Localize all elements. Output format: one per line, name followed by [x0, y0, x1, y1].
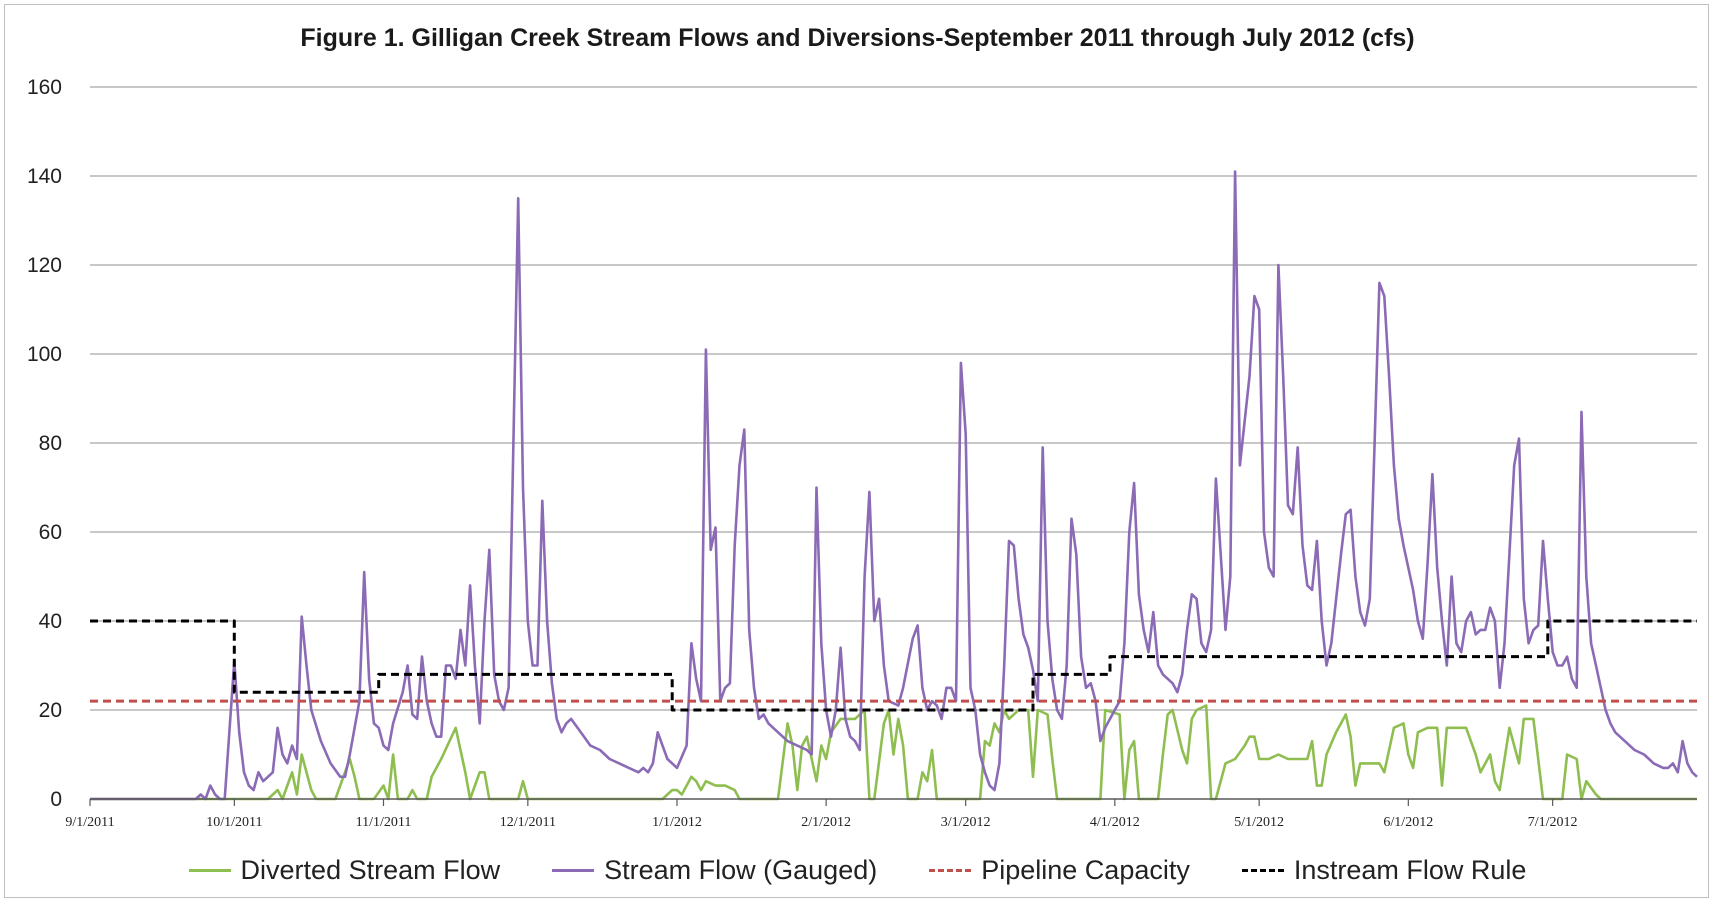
x-tick-label: 9/1/2011	[65, 815, 114, 830]
x-tick-label: 12/1/2011	[500, 815, 556, 830]
x-tick-label: 4/1/2012	[1090, 815, 1140, 830]
legend-label: Stream Flow (Gauged)	[604, 854, 878, 885]
legend-swatch	[552, 868, 595, 872]
legend-item: Diverted Stream Flow	[188, 854, 501, 886]
y-tick-label: 60	[39, 521, 62, 544]
series-line-stream-flow-gauged	[90, 170, 1698, 801]
y-tick-label: 40	[39, 610, 62, 633]
legend-label: Pipeline Capacity	[981, 854, 1190, 885]
chart-legend: Diverted Stream Flow Stream Flow (Gauged)…	[0, 852, 1715, 888]
legend-swatch	[1241, 868, 1284, 872]
x-tick-label: 3/1/2012	[941, 815, 991, 830]
series-line-diverted-stream-flow	[90, 704, 1697, 801]
chart-title: Figure 1. Gilligan Creek Stream Flows an…	[300, 24, 1415, 52]
x-tick-label: 10/1/2011	[206, 815, 262, 830]
legend-item: Pipeline Capacity	[929, 855, 1190, 886]
y-tick-label: 100	[27, 343, 62, 366]
series-line-instream-flow-rule	[90, 619, 1697, 712]
y-tick-label: 80	[39, 432, 62, 455]
legend-label: Diverted Stream Flow	[240, 854, 501, 885]
x-tick-label: 1/1/2012	[652, 815, 702, 830]
y-tick-label: 140	[27, 165, 62, 188]
legend-label: Instream Flow Rule	[1293, 854, 1527, 885]
x-tick-label: 7/1/2012	[1528, 815, 1578, 830]
chart-frame	[4, 4, 1709, 898]
y-tick-label: 20	[39, 699, 62, 722]
x-tick-label: 11/1/2011	[356, 815, 412, 830]
legend-item: Stream Flow (Gauged)	[552, 855, 877, 886]
legend-item: Instream Flow Rule	[1241, 854, 1527, 886]
x-tick-label: 6/1/2012	[1383, 815, 1433, 830]
y-tick-label: 120	[27, 254, 62, 277]
y-tick-label: 160	[27, 76, 62, 99]
legend-swatch	[188, 868, 231, 872]
x-tick-label: 5/1/2012	[1234, 815, 1284, 830]
y-tick-label: 0	[50, 788, 62, 811]
x-tick-label: 2/1/2012	[801, 815, 851, 830]
legend-swatch	[929, 868, 972, 872]
